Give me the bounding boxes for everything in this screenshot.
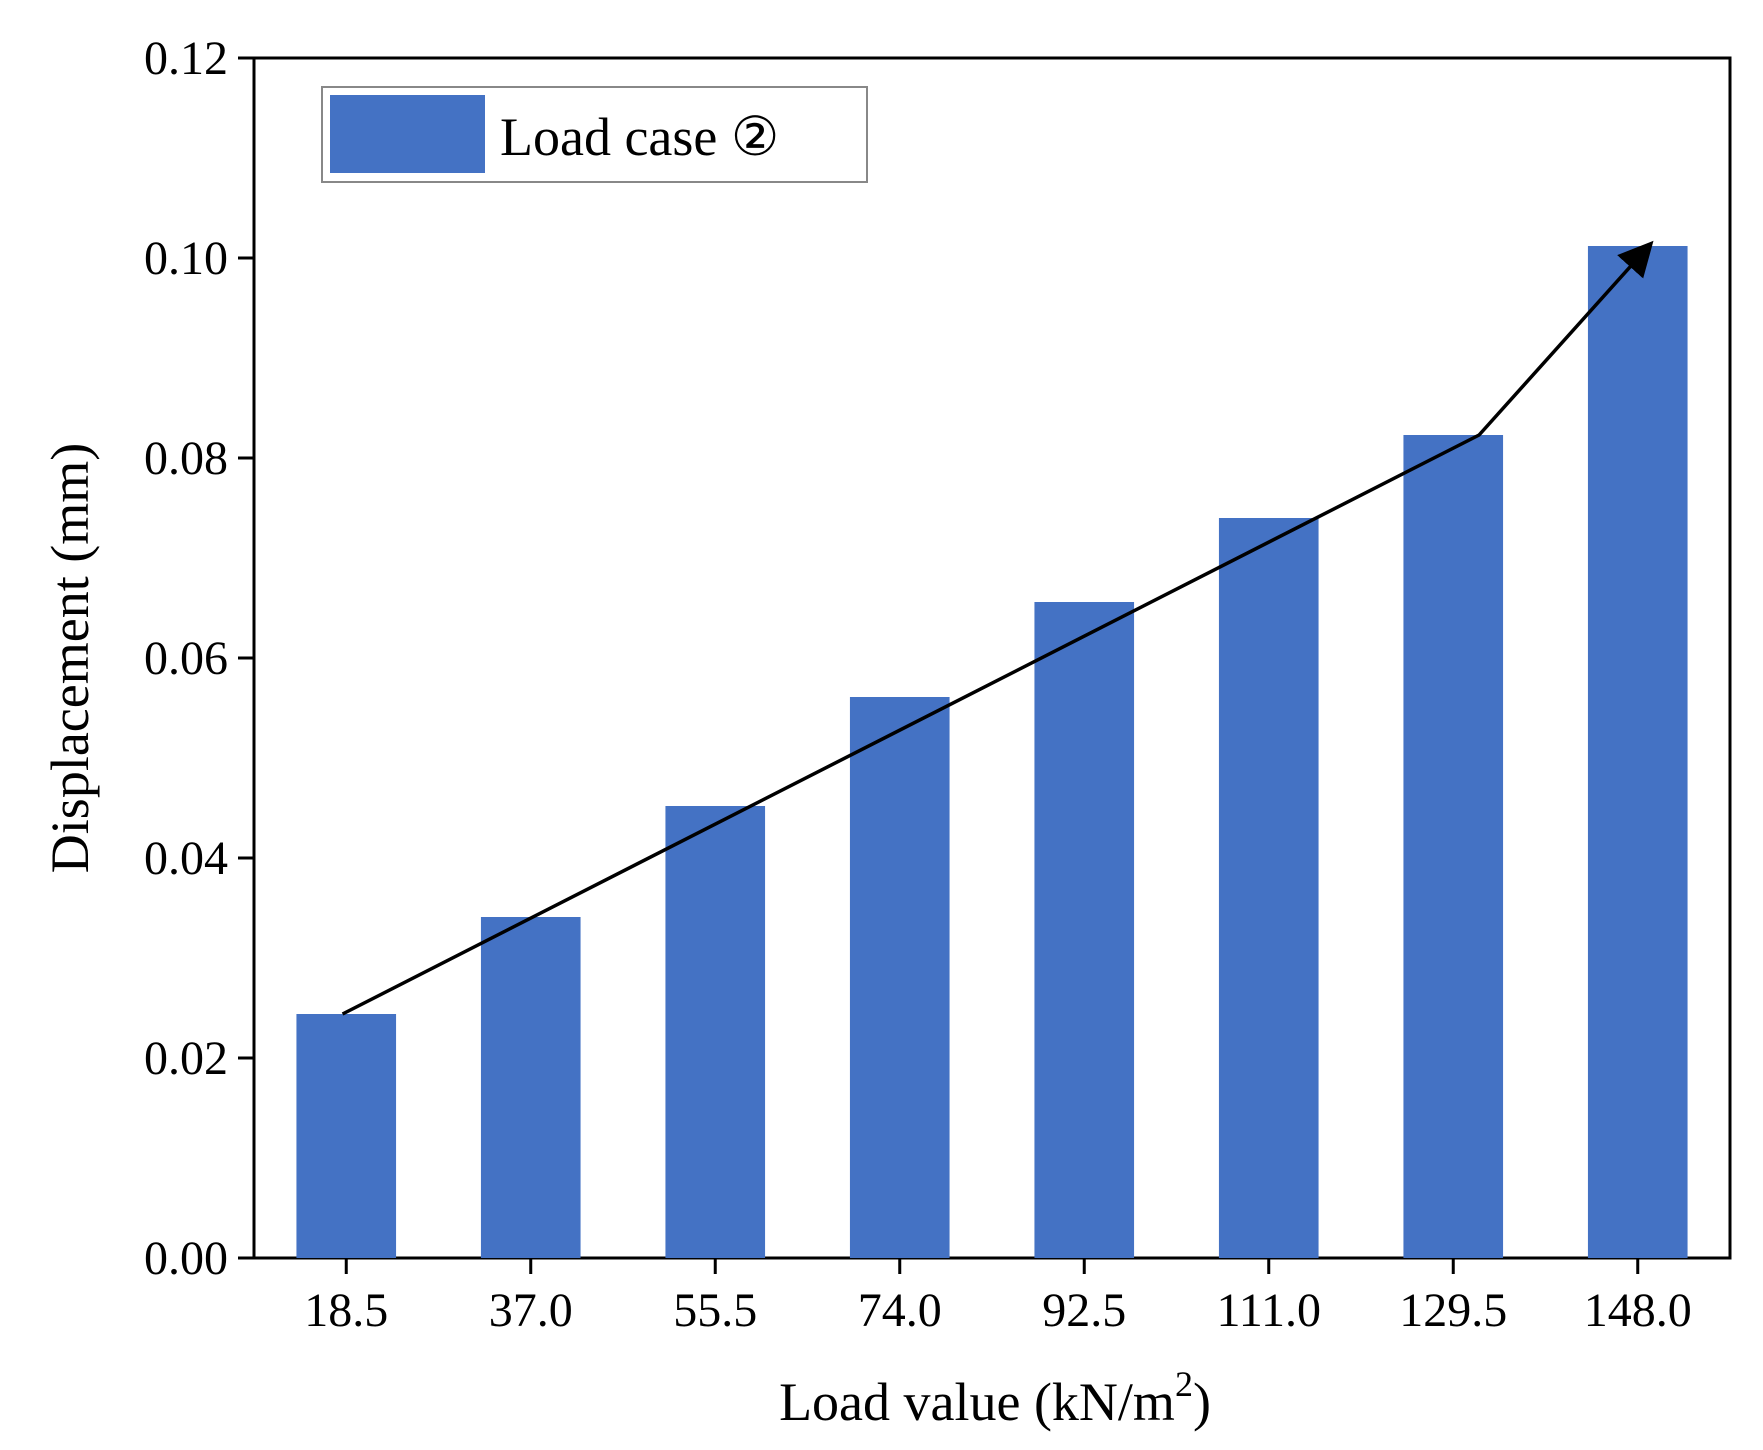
plot-frame (252, 56, 1732, 1260)
bar-92.5 (1034, 602, 1135, 1258)
bars-group (296, 246, 1688, 1258)
bar-37.0 (480, 917, 581, 1258)
x-axis: 18.5 37.0 55.5 74.0 92.5 111.0 129.5 148.0 (304, 1258, 1692, 1337)
x-tick-label: 37.0 (489, 1284, 573, 1337)
y-axis: 0.00 0.02 0.04 0.06 0.08 0.10 0.12 (144, 32, 254, 1285)
y-tick-label: 0.04 (144, 832, 228, 885)
y-tick-label: 0.12 (144, 32, 228, 85)
trend-arrow-group (341, 240, 1654, 1016)
legend-swatch (330, 95, 485, 173)
bar-18.5 (296, 1014, 397, 1258)
x-tick-label: 92.5 (1042, 1284, 1126, 1337)
x-tick-label: 18.5 (304, 1284, 388, 1337)
x-axis-title: Load value (kN/m2) (779, 1364, 1211, 1432)
x-tick-label: 129.5 (1399, 1284, 1507, 1337)
legend: Load case ② (321, 86, 868, 183)
x-tick-label: 55.5 (673, 1284, 757, 1337)
x-tick-label: 74.0 (858, 1284, 942, 1337)
bar-55.5 (665, 806, 766, 1258)
bar-111.0 (1218, 518, 1319, 1258)
y-tick-label: 0.00 (144, 1232, 228, 1285)
y-tick-label: 0.10 (144, 232, 228, 285)
x-tick-label: 111.0 (1217, 1284, 1321, 1337)
x-tick-label: 148.0 (1584, 1284, 1692, 1337)
y-axis-title: Displacement (mm) (40, 443, 100, 873)
bar-129.5 (1403, 435, 1504, 1258)
x-axis-title-main: Load value (kN/m (779, 1372, 1175, 1432)
trend-arrow (341, 240, 1654, 1016)
x-axis-title-superscript: 2 (1175, 1364, 1193, 1404)
bar-74.0 (849, 697, 950, 1258)
bar-148.0 (1587, 246, 1688, 1258)
y-tick-label: 0.08 (144, 432, 228, 485)
y-tick-label: 0.06 (144, 632, 228, 685)
y-tick-label: 0.02 (144, 1032, 228, 1085)
legend-label: Load case ② (500, 107, 779, 167)
x-axis-title-suffix: ) (1193, 1372, 1211, 1432)
